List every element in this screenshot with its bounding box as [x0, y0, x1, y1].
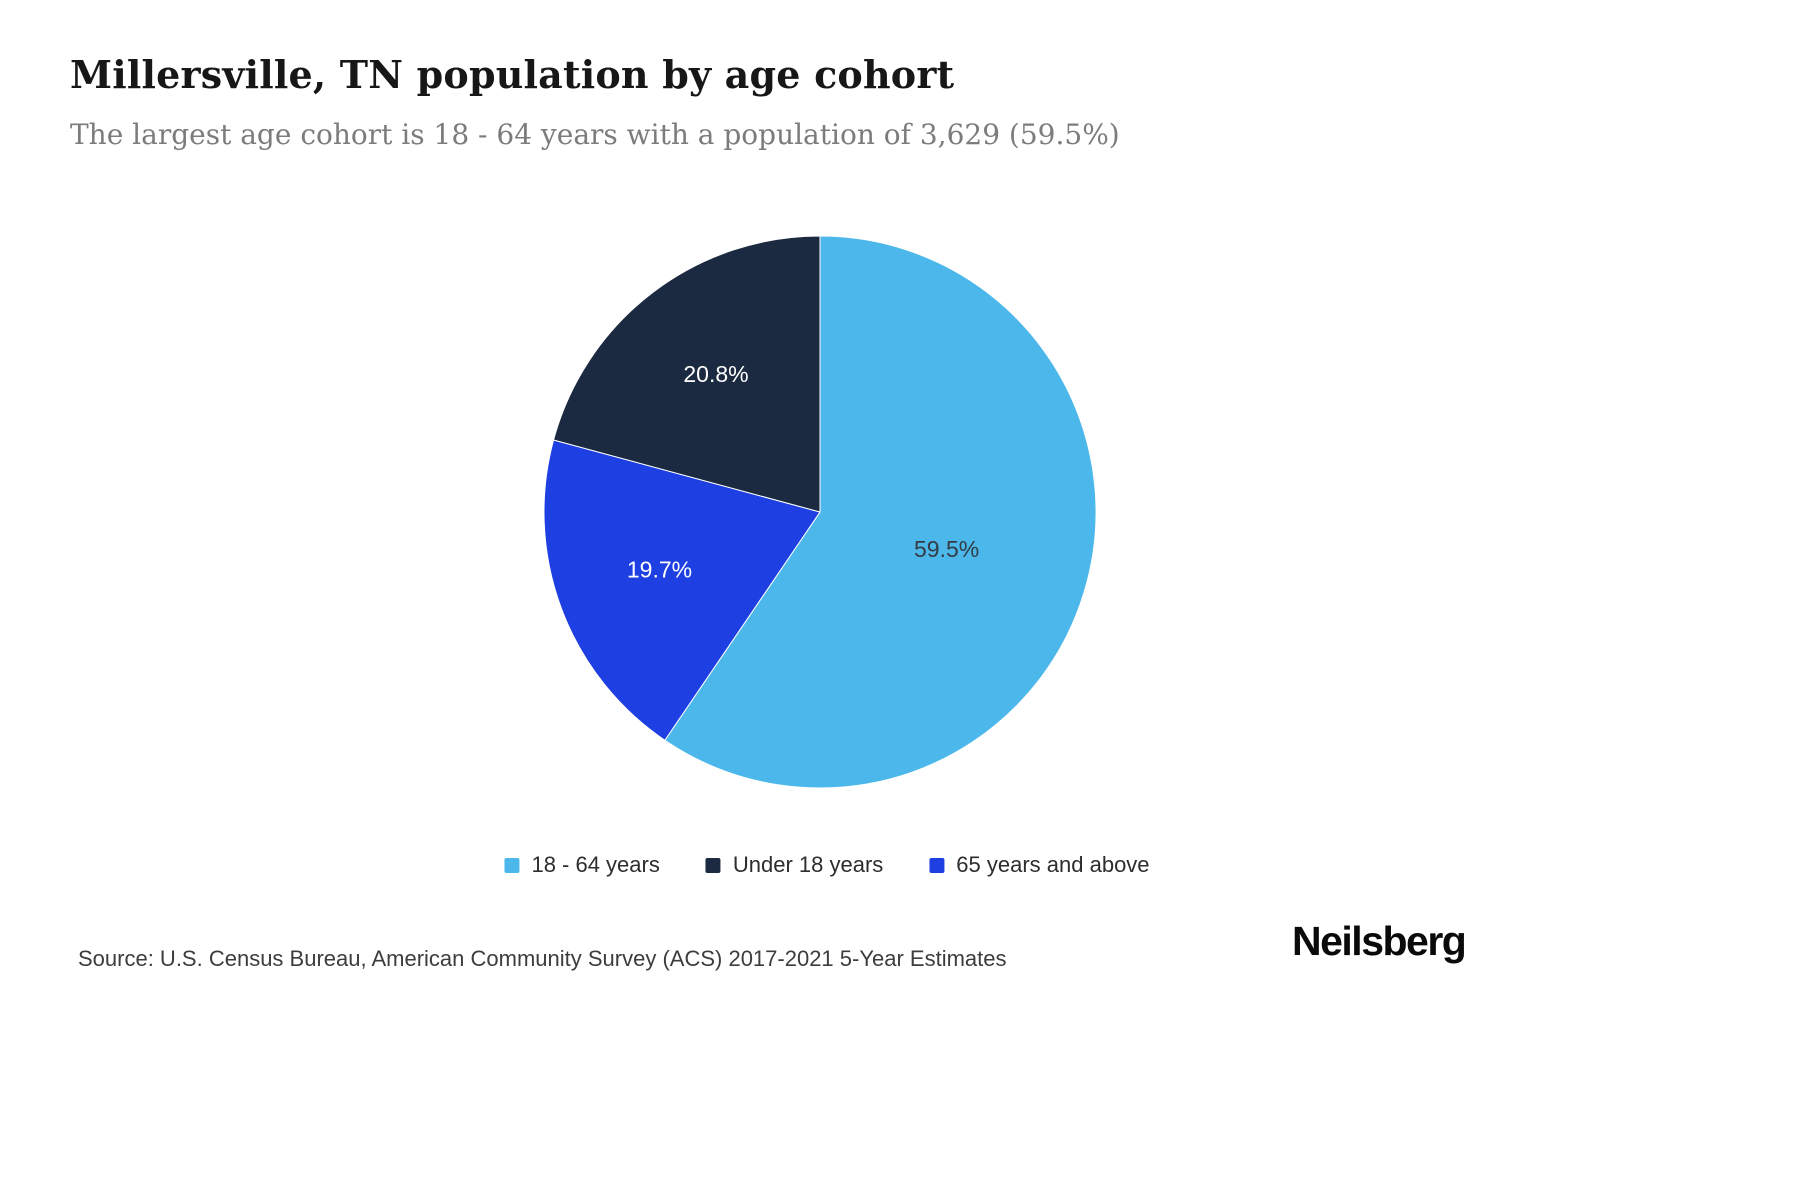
legend-label: 18 - 64 years — [531, 852, 660, 877]
source-attribution: Source: U.S. Census Bureau, American Com… — [78, 946, 1007, 971]
page-subtitle: The largest age cohort is 18 - 64 years … — [70, 118, 1120, 151]
pie-slice-label-65-years-and-above: 19.7% — [627, 557, 692, 583]
legend-item-under-18-years[interactable]: Under 18 years — [705, 852, 884, 878]
legend-swatch-under-18-years — [705, 857, 721, 873]
pie-slice-under-18-years[interactable] — [553, 235, 821, 513]
legend-swatch-65-years-and-above — [929, 857, 945, 873]
legend-swatch-18-64-years — [504, 857, 520, 873]
legend-label: Under 18 years — [732, 852, 884, 877]
page-title: Millersville, TN population by age cohor… — [70, 52, 955, 97]
legend-item-18-64-years[interactable]: 18 - 64 years — [504, 852, 660, 878]
legend-item-65-years-and-above[interactable]: 65 years and above — [929, 852, 1150, 878]
pie-chart: 59.5% 19.7% 20.8% — [543, 235, 1097, 789]
pie-slice-label-18-64-years: 59.5% — [914, 536, 979, 562]
legend-label: 65 years and above — [956, 852, 1150, 877]
pie-chart-area: 59.5% 19.7% 20.8% — [543, 235, 1097, 789]
pie-slice-18-64-years[interactable] — [664, 235, 1097, 789]
chart-legend: 18 - 64 years Under 18 years 65 years an… — [504, 852, 1150, 878]
pie-slice-label-under-18-years: 20.8% — [683, 361, 748, 387]
neilsberg-logo[interactable]: Neilsberg — [1292, 918, 1467, 964]
pie-slice-65-years-and-above[interactable] — [543, 439, 821, 741]
